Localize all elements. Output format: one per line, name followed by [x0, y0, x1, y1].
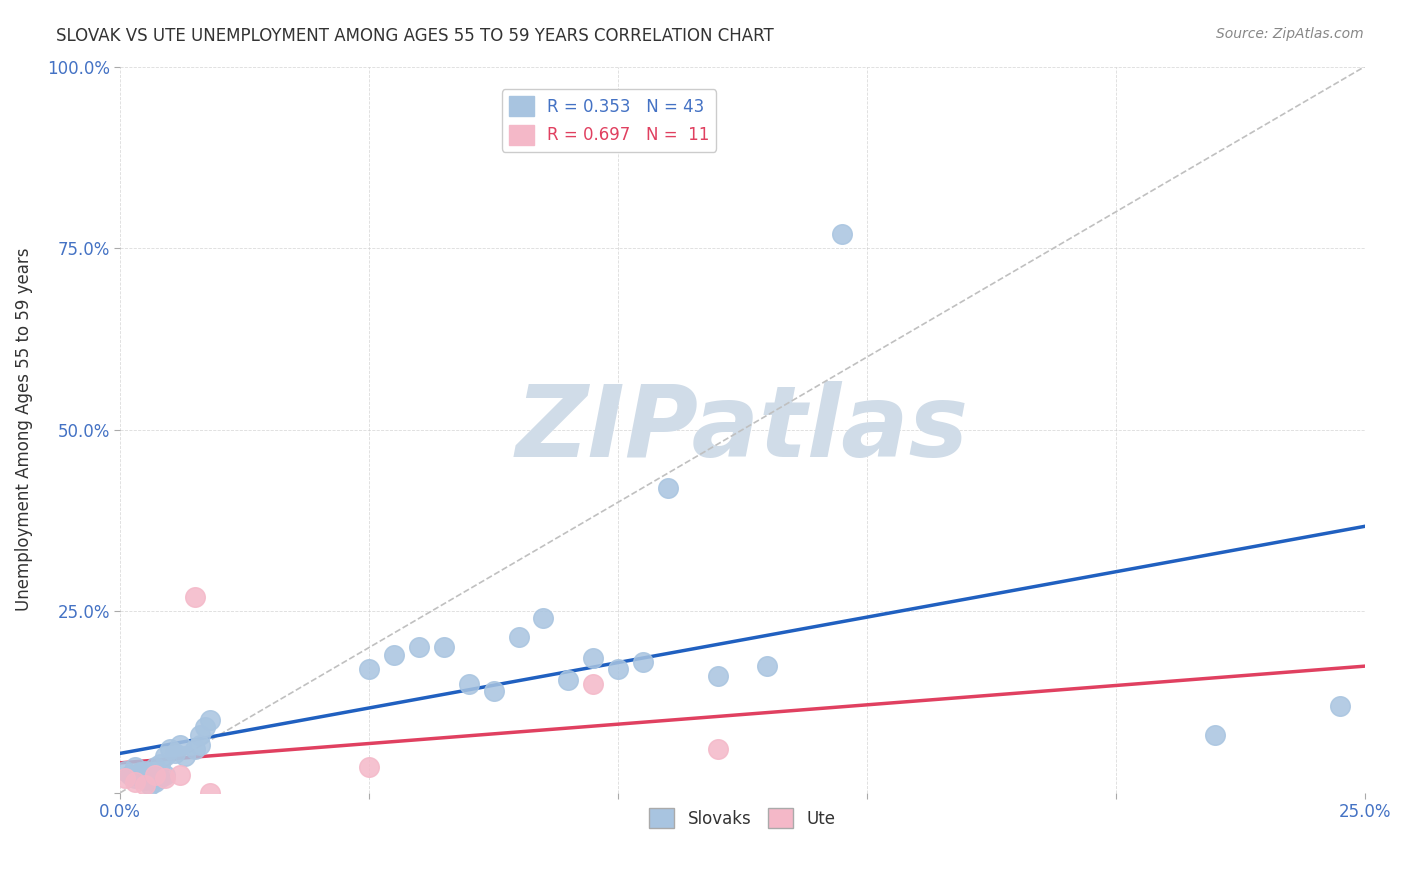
Point — [706, 669, 728, 683]
Point — [149, 756, 172, 771]
Point — [194, 720, 217, 734]
Point — [184, 742, 207, 756]
Point — [706, 742, 728, 756]
Point — [482, 684, 505, 698]
Point — [188, 739, 211, 753]
Point — [831, 227, 853, 241]
Point — [143, 760, 166, 774]
Point — [134, 764, 156, 778]
Point — [382, 648, 405, 662]
Point — [143, 774, 166, 789]
Point — [657, 481, 679, 495]
Point — [433, 640, 456, 655]
Point — [359, 760, 381, 774]
Point — [184, 590, 207, 604]
Point — [557, 673, 579, 687]
Point — [134, 772, 156, 787]
Point — [756, 658, 779, 673]
Point — [139, 767, 162, 781]
Point — [631, 655, 654, 669]
Text: SLOVAK VS UTE UNEMPLOYMENT AMONG AGES 55 TO 59 YEARS CORRELATION CHART: SLOVAK VS UTE UNEMPLOYMENT AMONG AGES 55… — [56, 27, 773, 45]
Point — [153, 749, 176, 764]
Point — [114, 771, 136, 785]
Point — [169, 739, 191, 753]
Point — [508, 630, 530, 644]
Point — [139, 778, 162, 792]
Point — [165, 746, 187, 760]
Text: Source: ZipAtlas.com: Source: ZipAtlas.com — [1216, 27, 1364, 41]
Point — [153, 767, 176, 781]
Point — [153, 771, 176, 785]
Point — [408, 640, 430, 655]
Y-axis label: Unemployment Among Ages 55 to 59 years: Unemployment Among Ages 55 to 59 years — [15, 248, 32, 611]
Point — [531, 611, 554, 625]
Text: ZIPatlas: ZIPatlas — [516, 381, 969, 478]
Point — [169, 767, 191, 781]
Point — [124, 774, 146, 789]
Point — [120, 767, 142, 781]
Point — [124, 771, 146, 785]
Point — [198, 713, 221, 727]
Point — [359, 662, 381, 676]
Point — [582, 677, 605, 691]
Point — [114, 764, 136, 778]
Point — [129, 770, 152, 784]
Point — [1204, 728, 1226, 742]
Point — [129, 765, 152, 780]
Legend: Slovaks, Ute: Slovaks, Ute — [643, 802, 842, 835]
Point — [124, 760, 146, 774]
Point — [159, 742, 181, 756]
Point — [134, 778, 156, 792]
Point — [143, 767, 166, 781]
Point — [198, 786, 221, 800]
Point — [1329, 698, 1351, 713]
Point — [188, 728, 211, 742]
Point — [607, 662, 630, 676]
Point — [174, 749, 197, 764]
Point — [149, 771, 172, 785]
Point — [457, 677, 479, 691]
Point — [582, 651, 605, 665]
